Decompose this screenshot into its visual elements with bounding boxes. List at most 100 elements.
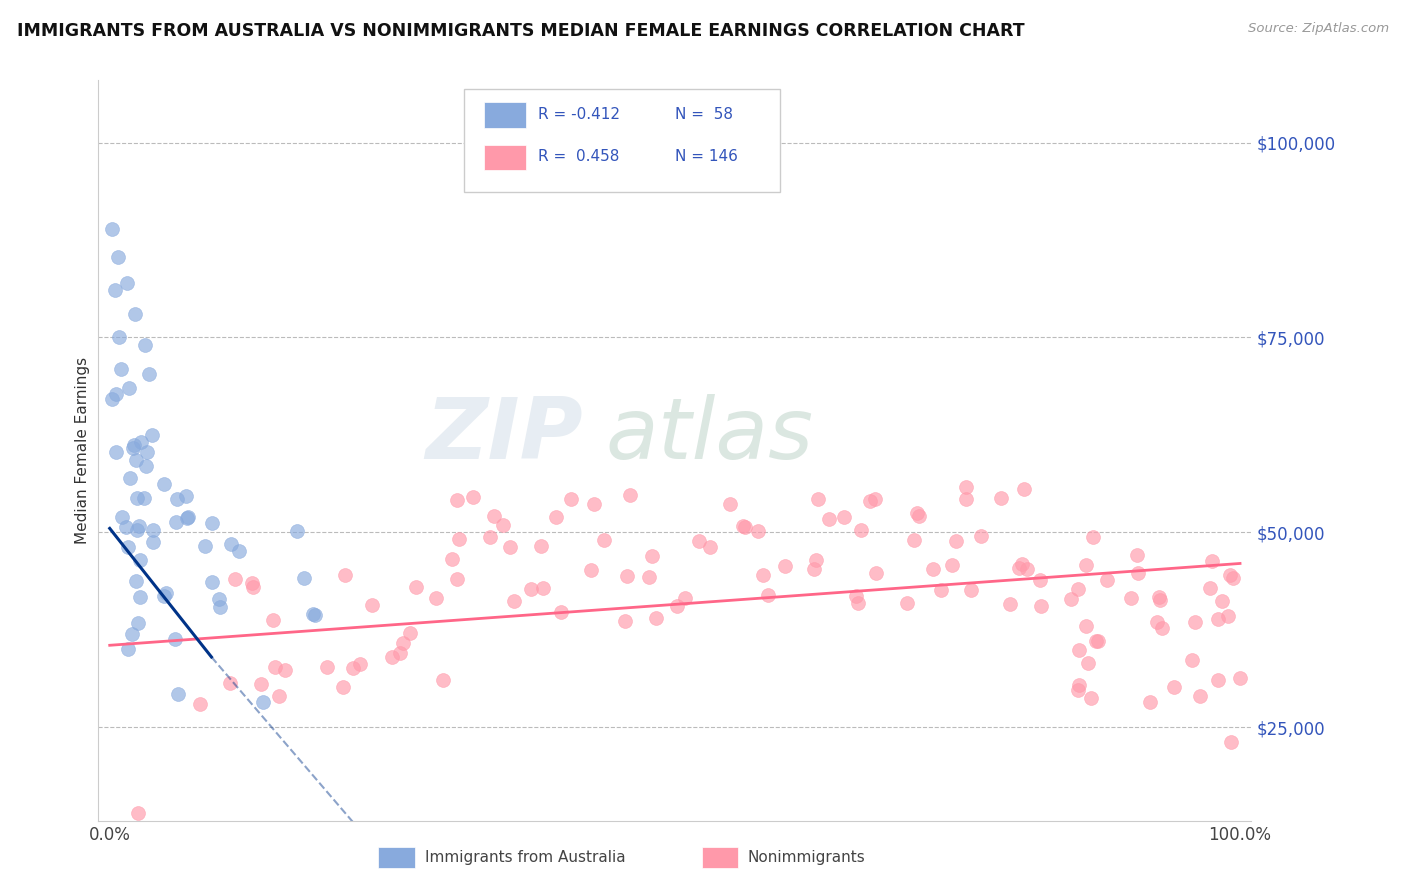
Point: [446, 572, 468, 586]
Point: [136, 445, 159, 459]
Point: [546, 510, 568, 524]
Point: [117, 641, 139, 656]
Point: [1206, 673, 1229, 687]
Point: [731, 519, 754, 533]
Point: [224, 572, 246, 586]
Point: [342, 660, 364, 674]
Point: [117, 541, 139, 555]
Point: [579, 563, 602, 577]
Point: [405, 581, 427, 595]
Point: [1121, 591, 1143, 605]
Point: [1150, 621, 1173, 635]
Point: [752, 568, 775, 582]
Point: [425, 591, 447, 606]
Point: [441, 552, 464, 566]
Point: [100, 222, 122, 236]
Point: [818, 512, 841, 526]
Point: [100, 392, 122, 406]
Point: [1146, 615, 1168, 629]
Point: [1011, 557, 1033, 571]
Point: [1139, 695, 1161, 709]
Point: [1218, 609, 1240, 624]
Point: [105, 445, 128, 459]
Point: [903, 533, 925, 548]
Point: [1095, 573, 1118, 587]
Text: ZIP: ZIP: [425, 394, 582, 477]
Point: [107, 250, 129, 264]
Point: [945, 533, 967, 548]
Point: [955, 492, 977, 507]
Point: [849, 523, 872, 537]
Point: [201, 516, 224, 530]
Point: [194, 539, 217, 553]
Point: [845, 589, 868, 603]
Point: [1074, 558, 1097, 572]
Point: [970, 528, 993, 542]
Point: [1188, 689, 1211, 703]
Point: [582, 497, 605, 511]
Point: [499, 540, 522, 554]
Point: [399, 626, 422, 640]
Point: [1067, 643, 1090, 657]
Text: Nonimmigrants: Nonimmigrants: [748, 850, 866, 864]
Point: [665, 599, 688, 614]
Point: [492, 518, 515, 533]
Point: [240, 575, 263, 590]
Point: [1211, 594, 1233, 608]
Point: [122, 442, 145, 456]
Point: [619, 488, 641, 502]
Point: [699, 540, 721, 554]
Point: [209, 599, 232, 614]
Point: [177, 509, 200, 524]
Point: [1087, 634, 1109, 648]
Point: [1080, 690, 1102, 705]
Point: [250, 677, 273, 691]
Point: [1008, 561, 1031, 575]
Point: [142, 535, 165, 549]
Point: [269, 689, 291, 703]
Point: [905, 506, 928, 520]
Point: [998, 597, 1021, 611]
Point: [941, 558, 963, 573]
Point: [1060, 591, 1083, 606]
Point: [503, 594, 526, 608]
Text: R = -0.412: R = -0.412: [538, 107, 620, 121]
Point: [228, 543, 250, 558]
Text: atlas: atlas: [606, 394, 814, 477]
Text: R =  0.458: R = 0.458: [538, 150, 620, 164]
Point: [349, 657, 371, 671]
Point: [131, 434, 153, 449]
Point: [432, 673, 454, 688]
Point: [104, 283, 127, 297]
Point: [135, 459, 157, 474]
Point: [316, 660, 339, 674]
Point: [461, 490, 484, 504]
Point: [1181, 652, 1204, 666]
Point: [803, 562, 825, 576]
Point: [1208, 611, 1230, 625]
Point: [922, 562, 945, 576]
Point: [1220, 735, 1243, 749]
Point: [1067, 582, 1090, 596]
Point: [262, 613, 284, 627]
Point: [747, 524, 769, 539]
Point: [263, 660, 285, 674]
Point: [1029, 599, 1052, 613]
Point: [616, 568, 638, 582]
Point: [132, 491, 155, 506]
Point: [550, 605, 572, 619]
Point: [1219, 567, 1241, 582]
Point: [959, 583, 981, 598]
Point: [859, 494, 882, 508]
Point: [285, 524, 308, 538]
Point: [1149, 590, 1171, 604]
Point: [129, 553, 152, 567]
Point: [804, 552, 827, 566]
Point: [138, 367, 160, 381]
Point: [381, 650, 404, 665]
Y-axis label: Median Female Earnings: Median Female Earnings: [75, 357, 90, 544]
Point: [219, 675, 242, 690]
Point: [121, 627, 143, 641]
Point: [167, 687, 190, 701]
Point: [929, 582, 952, 597]
